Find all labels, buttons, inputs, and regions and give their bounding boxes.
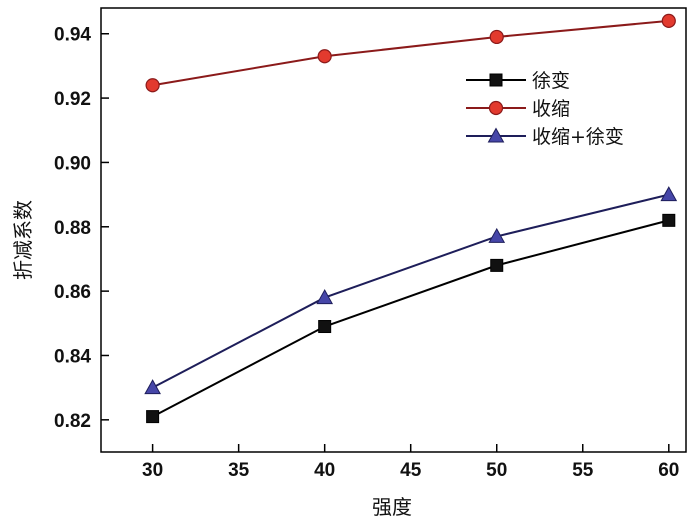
plot-area bbox=[100, 7, 687, 453]
data-point-square bbox=[146, 410, 160, 424]
y-tick-label: 0.84 bbox=[54, 346, 91, 367]
data-point-triangle bbox=[488, 227, 506, 243]
y-tick-label: 0.90 bbox=[54, 153, 91, 174]
y-axis-ticks: 0.82 0.84 0.86 0.88 0.90 0.92 0.94 bbox=[54, 25, 109, 432]
data-point-triangle bbox=[660, 186, 678, 202]
x-tick-label: 45 bbox=[400, 460, 422, 481]
data-point-circle bbox=[661, 13, 676, 28]
x-tick-label: 60 bbox=[658, 460, 679, 481]
x-tick-label: 35 bbox=[228, 460, 250, 481]
x-axis-ticks: 30 35 40 45 50 55 60 bbox=[142, 444, 679, 481]
x-tick-label: 55 bbox=[572, 460, 594, 481]
x-axis-title: 强度 bbox=[372, 495, 412, 519]
data-point-circle bbox=[489, 29, 504, 45]
data-point-triangle bbox=[316, 289, 334, 305]
y-tick-label: 0.82 bbox=[54, 411, 91, 432]
y-tick-label: 0.86 bbox=[54, 282, 91, 303]
y-tick-label: 0.92 bbox=[54, 89, 91, 110]
x-tick-label: 50 bbox=[486, 460, 507, 481]
series-line bbox=[152, 219, 670, 418]
legend-label: 收缩+徐变 bbox=[532, 126, 624, 148]
series-lines bbox=[152, 19, 670, 418]
data-point-square bbox=[490, 258, 504, 272]
data-point-triangle bbox=[144, 379, 161, 395]
legend-label: 徐变 bbox=[532, 70, 570, 92]
legend-marker-square bbox=[489, 73, 503, 87]
legend-marker-triangle bbox=[487, 127, 505, 143]
x-tick-label: 40 bbox=[314, 460, 335, 481]
series-line bbox=[152, 193, 670, 389]
legend-label: 收缩 bbox=[532, 98, 570, 120]
data-point-circle bbox=[145, 78, 160, 93]
y-tick-label: 0.88 bbox=[54, 218, 91, 239]
y-tick-label: 0.94 bbox=[54, 25, 91, 46]
x-tick-label: 30 bbox=[142, 460, 163, 481]
plot-border bbox=[100, 7, 687, 453]
legend-marker-circle bbox=[488, 100, 504, 116]
data-point-square bbox=[318, 320, 332, 334]
series-markers bbox=[144, 13, 678, 424]
data-point-circle bbox=[317, 49, 332, 64]
y-axis-title: 折减系数 bbox=[11, 200, 35, 280]
data-point-square bbox=[662, 213, 676, 227]
series-line bbox=[152, 19, 669, 87]
